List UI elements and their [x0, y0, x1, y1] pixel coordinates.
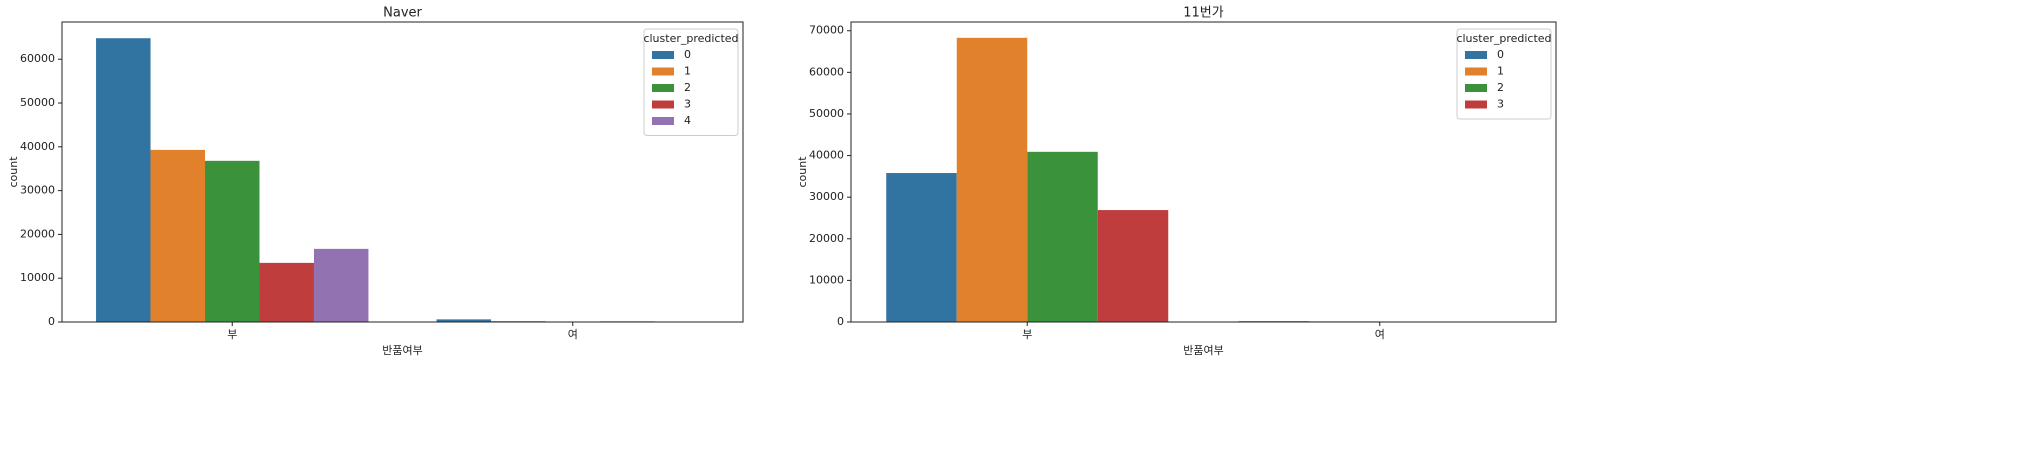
y-tick-label: 10000 [809, 273, 844, 286]
bar [259, 262, 314, 322]
legend-label: 0 [684, 48, 691, 61]
bar [1027, 151, 1098, 322]
x-tick-label: 부 [227, 328, 237, 341]
y-tick-label: 70000 [809, 24, 844, 37]
y-tick-label: 60000 [20, 52, 55, 65]
bar [436, 319, 492, 322]
bar [96, 38, 151, 323]
legend-swatch [1465, 51, 1487, 59]
x-axis-label: 반품여부 [1183, 344, 1223, 357]
y-axis-label: count [7, 156, 20, 188]
legend-title: cluster_predicted [643, 32, 738, 45]
y-tick-label: 20000 [20, 227, 55, 240]
legend-swatch [652, 117, 674, 125]
legend-swatch [652, 51, 674, 59]
legend-swatch [1465, 67, 1487, 76]
legend-label: 2 [1497, 81, 1504, 94]
bar [956, 37, 1028, 323]
y-axis-label: count [796, 156, 809, 188]
y-tick-label: 10000 [20, 271, 55, 284]
x-tick-label: 여 [1375, 328, 1385, 341]
y-tick-label: 40000 [809, 149, 844, 162]
y-tick-label: 0 [48, 315, 55, 328]
legend-title: cluster_predicted [1456, 32, 1551, 45]
legend-label: 1 [1497, 65, 1504, 78]
chart-title: 11번가 [1183, 6, 1224, 21]
y-tick-label: 30000 [809, 190, 844, 203]
bar [313, 248, 369, 322]
y-tick-label: 50000 [20, 96, 55, 109]
legend-swatch [652, 84, 674, 92]
y-tick-label: 40000 [20, 140, 55, 153]
legend-label: 2 [684, 81, 691, 94]
plot-frame [850, 21, 1557, 323]
legend-label: 0 [1497, 48, 1504, 61]
legend-swatch [1465, 84, 1487, 92]
bar [1097, 210, 1169, 322]
y-tick-label: 60000 [809, 65, 844, 78]
legend-label: 3 [684, 98, 691, 111]
legend-swatch [1465, 100, 1487, 109]
bar [150, 149, 206, 322]
chart-title: Naver [383, 6, 422, 21]
y-tick-label: 20000 [809, 232, 844, 245]
bar [205, 160, 260, 322]
y-tick-label: 50000 [809, 107, 844, 120]
legend-swatch [652, 100, 674, 109]
legend-label: 1 [684, 65, 691, 78]
plot-frame [61, 21, 744, 323]
y-tick-label: 0 [837, 315, 844, 328]
x-tick-label: 부 [1022, 328, 1032, 341]
legend-label: 3 [1497, 98, 1504, 111]
y-tick-label: 30000 [20, 184, 55, 197]
legend-swatch [652, 67, 674, 76]
x-tick-label: 여 [568, 328, 578, 341]
bar [886, 173, 957, 322]
x-axis-label: 반품여부 [382, 344, 422, 357]
legend-label: 4 [684, 114, 691, 127]
